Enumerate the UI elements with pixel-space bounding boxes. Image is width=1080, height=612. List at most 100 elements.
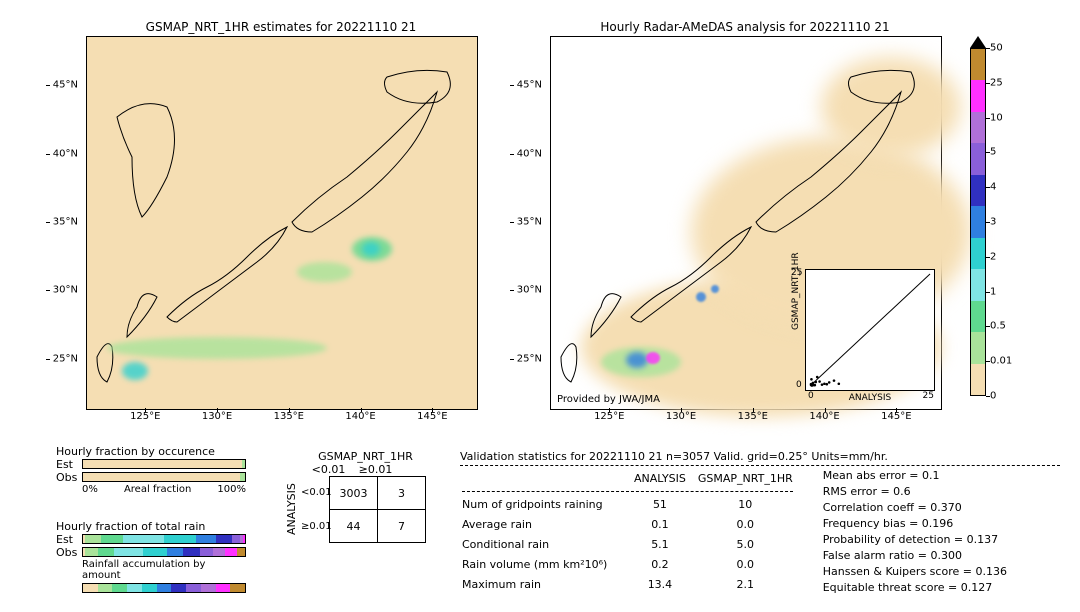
colorbar-segment — [971, 206, 985, 237]
caption: Rainfall accumulation by amount — [56, 559, 246, 581]
stat-line: Equitable threat score = 0.127 — [823, 580, 1007, 596]
table-row: Average rain0.10.0 — [462, 516, 803, 534]
bar-segment — [101, 535, 124, 543]
cell: Num of gridpoints raining — [462, 496, 632, 514]
left-map-yticks: 25°N30°N35°N40°N45°N — [50, 36, 82, 408]
contingency-row-header: ANALYSIS — [285, 476, 299, 543]
tick-mark — [510, 154, 514, 155]
bar-segment — [123, 535, 164, 543]
tick-label: 35°N — [53, 217, 78, 228]
tick-label: 25°N — [517, 353, 542, 364]
cell: 0.1 — [634, 516, 696, 534]
tick-label: 25°N — [53, 353, 78, 364]
colorbar-tickmark — [986, 326, 990, 327]
bar-fill — [240, 473, 245, 481]
tick-label: 145°E — [417, 411, 447, 422]
tick-label: 140°E — [809, 411, 839, 422]
stat-line: Mean abs error = 0.1 — [823, 468, 1007, 484]
validation-header: Validation statistics for 20221110 21 n=… — [460, 450, 1060, 463]
colorbar-tickmark — [986, 152, 990, 153]
tick-label: 135°E — [274, 411, 304, 422]
table-row: Maximum rain13.42.1 — [462, 576, 803, 594]
colorbar-tickmark — [986, 48, 990, 49]
colorbar-tick: 3 — [990, 217, 996, 228]
colorbar-container: 00.010.512345102550 — [970, 36, 986, 408]
tick-mark — [432, 408, 433, 412]
contingency-col-header: GSMAP_NRT_1HR — [305, 450, 426, 463]
colorbar-segment — [971, 49, 985, 80]
tick-label: 135°E — [738, 411, 768, 422]
bar-fill — [83, 473, 240, 481]
colorbar-tick: 0 — [990, 391, 996, 402]
left-map-title: GSMAP_NRT_1HR estimates for 20221110 21 — [86, 20, 476, 34]
colorbar-segment — [971, 80, 985, 111]
cell: 44 — [330, 510, 378, 543]
colorbar-tick: 4 — [990, 182, 996, 193]
th: GSMAP_NRT_1HR — [698, 470, 803, 488]
row-label: <0.01 — [301, 487, 327, 498]
bar-segment — [225, 548, 236, 556]
cell: Rain volume (mm km²10⁶) — [462, 556, 632, 574]
tick-mark — [510, 359, 514, 360]
tick-label: 30°N — [53, 285, 78, 296]
th: ANALYSIS — [634, 470, 696, 488]
cell: 51 — [634, 496, 696, 514]
tick-label: 40°N — [53, 148, 78, 159]
tick-mark — [46, 154, 50, 155]
colorbar-tickmark — [986, 187, 990, 188]
tick-label: 125°E — [130, 411, 160, 422]
colorbar-tickmark — [986, 292, 990, 293]
hourly-total-title: Hourly fraction of total rain — [56, 520, 246, 533]
tick-label: 35°N — [517, 217, 542, 228]
colorbar-segment — [971, 112, 985, 143]
cell: 10 — [698, 496, 803, 514]
right-map-title: Hourly Radar-AMeDAS analysis for 2022111… — [550, 20, 940, 34]
tick-mark — [46, 359, 50, 360]
bar-segment — [164, 535, 196, 543]
colorbar-segment — [971, 269, 985, 300]
legend-swatch — [230, 584, 245, 592]
tick-mark — [753, 408, 754, 412]
tick-label: 125°E — [594, 411, 624, 422]
caption: Areal fraction — [124, 484, 191, 495]
tick-mark — [510, 290, 514, 291]
colorbar-tick: 1 — [990, 286, 996, 297]
bar-segment — [196, 535, 215, 543]
cell: 0.2 — [634, 556, 696, 574]
table-divider — [462, 491, 793, 492]
left-map-container: GSMAP_NRT_1HR estimates for 20221110 21 … — [86, 20, 476, 36]
tick-label: 130°E — [666, 411, 696, 422]
right-map-xticks: 125°E130°E135°E140°E145°E — [550, 36, 940, 408]
bar-segment — [183, 548, 199, 556]
stat-line: Correlation coeff = 0.370 — [823, 500, 1007, 516]
colorbar — [970, 48, 986, 396]
hourly-total-panel: Hourly fraction of total rain Est Obs Ra… — [56, 520, 246, 593]
tick-mark — [510, 222, 514, 223]
bar-segment — [243, 535, 245, 543]
colorbar-arrow-top — [970, 36, 986, 48]
colorbar-segment — [971, 332, 985, 363]
tick-label: 45°N — [517, 80, 542, 91]
bar-segment — [213, 548, 226, 556]
hourly-occurrence-title: Hourly fraction by occurence — [56, 445, 246, 458]
stat-line: Probability of detection = 0.137 — [823, 532, 1007, 548]
tick-mark — [46, 222, 50, 223]
occurrence-bar-obs — [82, 472, 246, 482]
bar-fill — [242, 460, 245, 468]
colorbar-tick: 0.01 — [990, 356, 1012, 367]
cell: 5.0 — [698, 536, 803, 554]
colorbar-segment — [971, 238, 985, 269]
colorbar-tickmark — [986, 257, 990, 258]
right-map-container: Hourly Radar-AMeDAS analysis for 2022111… — [550, 20, 940, 36]
cell: 7 — [378, 510, 426, 543]
row-label: Est — [56, 458, 78, 471]
bar-segment — [237, 548, 245, 556]
colorbar-tick: 0.5 — [990, 321, 1006, 332]
colorbar-tickmark — [986, 222, 990, 223]
colorbar-tickmark — [986, 118, 990, 119]
bar-segment — [114, 548, 143, 556]
total-bar-obs — [82, 547, 246, 557]
bar-segment — [200, 548, 213, 556]
tick-mark — [510, 85, 514, 86]
stat-line: RMS error = 0.6 — [823, 484, 1007, 500]
